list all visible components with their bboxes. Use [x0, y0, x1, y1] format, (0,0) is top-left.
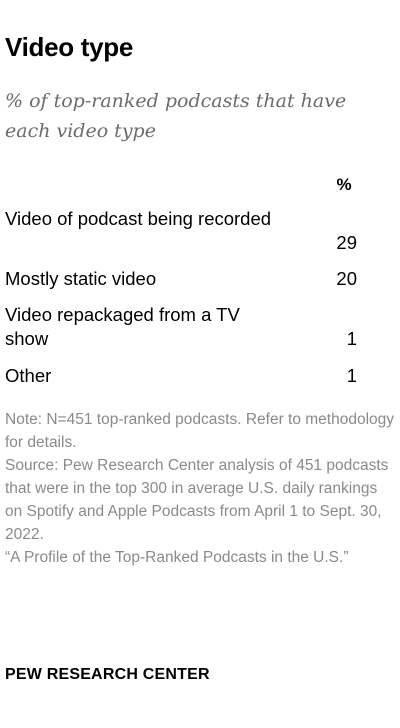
row-value: 1	[346, 365, 357, 386]
notes-block: Note: N=451 top-ranked podcasts. Refer t…	[5, 408, 397, 569]
report-text: “A Profile of the Top-Ranked Podcasts in…	[5, 549, 349, 566]
source-text: Source: Pew Research Center analysis of …	[5, 457, 389, 543]
chart-title: Video type	[5, 32, 134, 62]
row-label: Other	[5, 365, 52, 386]
row-label: Mostly static video	[5, 268, 157, 289]
chart-subtitle: % of top-ranked podcasts that have each …	[5, 90, 347, 142]
row-value: 1	[346, 328, 357, 349]
row-label: Video of podcast being recorded	[5, 208, 272, 229]
note-text: Note: N=451 top-ranked podcasts. Refer t…	[5, 411, 395, 451]
pew-logo: PEW RESEARCH CENTER	[5, 666, 210, 683]
row-value: 20	[336, 268, 357, 289]
row-value: 29	[336, 232, 357, 253]
column-header-percent: %	[336, 175, 352, 194]
row-label: Video repackaged from a TV show	[5, 304, 240, 349]
